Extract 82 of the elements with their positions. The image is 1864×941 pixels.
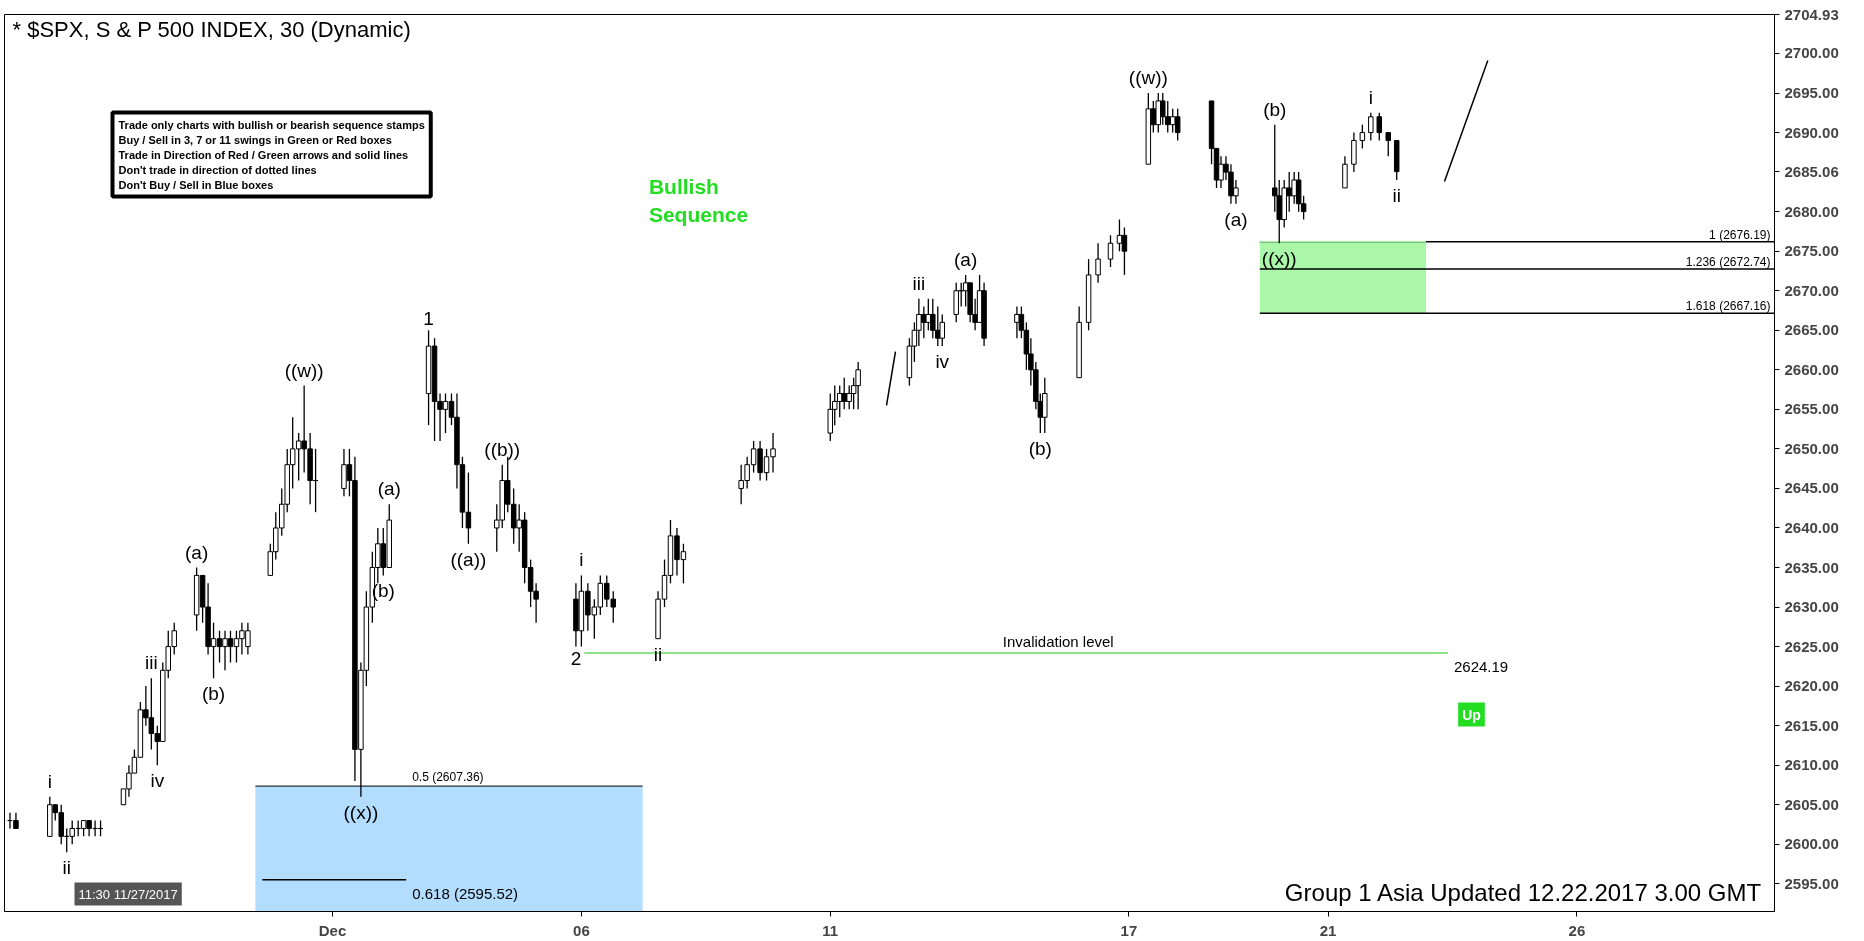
x-tick-label: Dec (318, 921, 347, 939)
candlestick (1342, 155, 1348, 189)
y-tick-label: 2625.00 (1784, 637, 1839, 655)
annotation: (b) (201, 683, 226, 705)
annotation: ((x)) (1261, 248, 1297, 270)
annotation: iii (145, 652, 158, 674)
annotation: iii (912, 272, 926, 294)
annotation: (b) (1028, 438, 1052, 460)
annotation: 2 (570, 647, 582, 669)
annotation: ((w)) (284, 359, 324, 381)
candlestick (1095, 242, 1101, 284)
candlestick (855, 361, 861, 410)
annotation: ((a)) (450, 548, 487, 570)
x-tick-label: 21 (1319, 921, 1337, 939)
data-label: Invalidation level (1002, 632, 1114, 650)
candlestick (953, 282, 959, 324)
candlestick (925, 297, 932, 331)
annotation: ((x)) (343, 801, 379, 823)
y-tick-label: 2610.00 (1784, 756, 1839, 774)
candlestick (1116, 218, 1123, 252)
y-tick-label: 2675.00 (1784, 242, 1839, 260)
data-label: 2624.19 (1453, 657, 1509, 675)
y-tick-label: 2700.00 (1784, 44, 1839, 62)
y-tick-label: 2695.00 (1784, 84, 1839, 102)
candlestick (1359, 124, 1366, 150)
candlestick (1368, 112, 1374, 142)
y-tick-label: 2685.06 (1784, 162, 1839, 180)
candlestick (1121, 226, 1128, 276)
candlestick (1385, 131, 1391, 157)
annotation: ii (62, 857, 71, 879)
annotation: ((b)) (484, 438, 521, 460)
y-tick-label: 2615.00 (1784, 716, 1839, 734)
candlestick (1014, 305, 1020, 339)
x-tick-label: 26 (1568, 921, 1586, 939)
annotation: Group 1 Asia Updated 12.22.2017 3.00 GMT (1284, 878, 1762, 906)
y-tick-label: 2630.00 (1784, 598, 1839, 616)
annotation: Bullish Sequence (648, 174, 749, 227)
annotation: Trade only charts with bullish or bearish sequence stamps Buy / Sell in 3, 7 or 11 swings in Green or Red boxes Trade in Direction of Red / Green arrows and solid lines Don't trade in direction of dotted lines Don't Buy / Sell in Blue boxes (118, 118, 425, 191)
data-label: 1.618 (2667.16) (1685, 299, 1771, 314)
annotation: (a) (185, 541, 209, 563)
candlestick (1174, 108, 1181, 142)
x-tick-label: 06 (573, 921, 590, 939)
x-tick-label: 17 (1120, 921, 1138, 939)
chart-title: * $SPX, S & P 500 INDEX, 30 (Dynamic) (12, 16, 411, 42)
y-tick-label: 2704.93 (1784, 5, 1839, 23)
annotation: ii (653, 643, 663, 665)
y-tick-label: 2595.00 (1784, 874, 1839, 892)
annotation: Up (1462, 706, 1481, 723)
annotation: (a) (377, 478, 401, 500)
y-tick-label: 2665.00 (1784, 321, 1839, 339)
y-tick-label: 2655.00 (1784, 400, 1839, 418)
candlestick (1376, 112, 1383, 142)
candlestick (1107, 234, 1114, 268)
y-tick-label: 2605.00 (1784, 795, 1839, 813)
y-tick-label: 2670.00 (1784, 281, 1839, 299)
annotation: (a) (1224, 208, 1248, 230)
y-tick-label: 2650.00 (1784, 439, 1839, 457)
annotation: i (47, 770, 52, 792)
data-label: 0.5 (2607.36) (412, 770, 484, 785)
y-tick-label: 2680.00 (1784, 202, 1839, 220)
x-tick-label: 11 (822, 921, 839, 939)
y-tick-label: 2640.00 (1784, 518, 1839, 536)
annotation: (b) (1263, 98, 1287, 120)
data-label: 1 (2676.19) (1709, 227, 1771, 242)
y-tick-label: 2660.00 (1784, 360, 1839, 378)
data-label: 0.618 (2595.52) (412, 885, 519, 903)
annotation: i (579, 549, 584, 571)
annotation: ((w)) (1128, 67, 1168, 89)
y-tick-label: 2635.00 (1784, 558, 1839, 576)
data-label: 1.236 (2672.74) (1685, 255, 1771, 270)
annotation: (a) (954, 248, 978, 270)
y-tick-label: 2645.00 (1784, 479, 1839, 497)
candlestick (1351, 131, 1357, 173)
y-tick-label: 2690.00 (1784, 123, 1839, 141)
y-tick-label: 2600.00 (1784, 835, 1839, 853)
annotation: 11:30 11/27/2017 (78, 886, 178, 902)
annotation: 1 (423, 308, 434, 330)
annotation: i (1368, 86, 1373, 108)
y-tick-label: 2620.00 (1784, 677, 1839, 695)
annotation: iv (150, 770, 165, 792)
annotation: iv (935, 351, 950, 373)
annotation: ii (1392, 185, 1401, 207)
